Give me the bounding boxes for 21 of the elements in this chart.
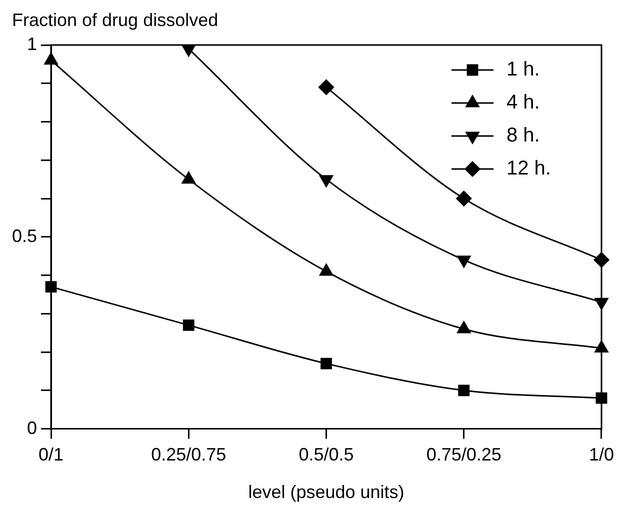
- point: [319, 264, 334, 276]
- point: [456, 190, 472, 206]
- y-tick-label: 0: [27, 418, 38, 438]
- legend-label: 12 h.: [506, 158, 551, 180]
- legend-label: 1 h.: [506, 58, 540, 81]
- point: [182, 319, 194, 331]
- point: [182, 172, 196, 184]
- point: [458, 384, 470, 396]
- point: [320, 358, 332, 370]
- y-tick-label: 1: [27, 34, 38, 54]
- legend-label: 4 h.: [506, 92, 540, 114]
- x-tick-label: 1/0: [588, 444, 614, 465]
- point: [318, 79, 334, 95]
- legend-label: 8 h.: [506, 124, 540, 147]
- x-axis-title: level (pseudo units): [248, 482, 404, 502]
- x-tick-label: 0.75/0.25: [426, 444, 502, 465]
- x-tick-label: 0/1: [38, 444, 64, 465]
- y-axis-title: Fraction of drug dissolved: [12, 10, 218, 30]
- x-tick-label: 0.5/0.5: [298, 444, 354, 465]
- x-tick-label: 0.25/0.75: [151, 444, 226, 465]
- y-tick-label: 0.5: [12, 226, 38, 246]
